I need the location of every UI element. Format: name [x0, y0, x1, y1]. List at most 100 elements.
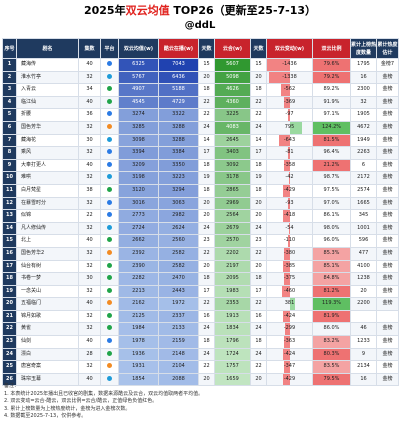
- ratio-value: 91.9%: [323, 98, 340, 105]
- yunhe-value: 5098: [226, 73, 239, 80]
- cell-d2: 15: [250, 58, 267, 72]
- cell-hot: 金榜: [376, 158, 399, 173]
- yunhe-value: 2197: [226, 262, 239, 269]
- cell-rank: 6: [2, 120, 17, 135]
- cell-d2: 24: [250, 221, 267, 236]
- cell-rank: 24: [2, 347, 17, 362]
- diff-bar: [283, 248, 290, 260]
- ratio-value: 83.5%: [323, 363, 340, 370]
- cell-ep: 32: [78, 171, 101, 185]
- yunhe-value: 4626: [226, 86, 239, 93]
- cell-d1: 20: [198, 259, 215, 274]
- cell-plat: [100, 372, 119, 387]
- platform-icon: [107, 300, 112, 306]
- cell-avg: 1854: [118, 372, 159, 387]
- diff-value: -299: [283, 325, 296, 332]
- avg-value: 3285: [132, 123, 145, 130]
- cell-rank: 18: [2, 272, 17, 286]
- col-days2: 天数: [250, 38, 267, 59]
- table-row: 12 在暴雪时分 32 3016 3063 20 2969 20 -93 97.0% 1665 金榜: [2, 196, 399, 211]
- cell-ky: 3288: [158, 133, 199, 148]
- avg-value: 2162: [132, 300, 145, 307]
- kuyun-value: 3350: [172, 161, 185, 168]
- cell-d1: 24: [198, 322, 215, 337]
- platform-icon: [107, 224, 112, 230]
- cell-ky: 2133: [158, 322, 199, 337]
- cell-diff: -418: [266, 209, 313, 223]
- cell-ky: 3288: [158, 120, 199, 135]
- ratio-value: 86.0%: [323, 325, 340, 332]
- cell-name: 在暴雪时分: [16, 196, 79, 211]
- cell-hot: 金榜: [376, 120, 399, 135]
- cell-diff: -460: [266, 284, 313, 299]
- cell-avg: 2392: [118, 246, 159, 261]
- cell-rank: 25: [2, 360, 17, 374]
- cell-yh: 3225: [214, 108, 251, 122]
- cell-avg: 2724: [118, 221, 159, 236]
- kuyun-value: 4729: [172, 98, 185, 105]
- col-episodes: 集数: [78, 38, 101, 59]
- yunhe-value: 2969: [226, 199, 239, 206]
- cell-d1: 22: [198, 360, 215, 374]
- cell-cnt: 6: [350, 158, 377, 173]
- yunhe-value: 2645: [226, 136, 239, 143]
- ratio-value: 97.1%: [323, 111, 340, 118]
- kuyun-value: 2560: [172, 237, 185, 244]
- cell-ratio: 98.7%: [312, 171, 351, 185]
- cell-d1: 22: [198, 246, 215, 261]
- cell-ky: 2337: [158, 309, 199, 324]
- cell-plat: [100, 196, 119, 211]
- platform-icon: [107, 237, 112, 243]
- avg-value: 2724: [132, 224, 145, 231]
- table-row: 7 藏海花 30 3098 3288 14 2645 14 -643 81.5% 1949 金榜: [2, 133, 399, 148]
- cell-rank: 19: [2, 284, 17, 299]
- yunhe-value: 3178: [226, 174, 239, 181]
- ratio-value: 81.5%: [323, 136, 340, 143]
- cell-rank: 21: [2, 309, 17, 324]
- cell-ratio: 96.0%: [312, 234, 351, 248]
- cell-ratio: 89.2%: [312, 83, 351, 97]
- cell-d1: 17: [198, 146, 215, 160]
- cell-d1: 24: [198, 221, 215, 236]
- cell-cnt: 1665: [350, 196, 377, 211]
- diff-bar: [288, 223, 290, 234]
- kuyun-value: 2624: [172, 224, 185, 231]
- diff-value: -429: [283, 375, 296, 382]
- table-row: 5 折腰 36 3274 3322 22 3225 22 -97 97.1% 1905 金榜: [2, 108, 399, 122]
- yunhe-value: 4360: [226, 98, 239, 105]
- cell-name: 珠帘玉幕: [16, 372, 79, 387]
- cell-ep: 30: [78, 133, 101, 148]
- cell-ratio: 85.1%: [312, 259, 351, 274]
- avg-value: 2282: [132, 275, 145, 282]
- cell-d1: 17: [198, 284, 215, 299]
- cell-yh: 2095: [214, 272, 251, 286]
- cell-plat: [100, 183, 119, 198]
- cell-cnt: 4672: [350, 120, 377, 135]
- cell-d2: 17: [250, 146, 267, 160]
- col-rank: 序号: [2, 38, 17, 59]
- cell-ep: 22: [78, 209, 101, 223]
- table-row: 20 五福临门 40 2162 1972 22 2353 22 381 119.3% 2200 金榜: [2, 297, 399, 311]
- cell-ratio: 97.5%: [312, 183, 351, 198]
- cell-yh: 2679: [214, 221, 251, 236]
- cell-name: 藏海花: [16, 133, 79, 148]
- cell-avg: 3016: [118, 196, 159, 211]
- cell-d1: 18: [198, 183, 215, 198]
- cell-rank: 1: [2, 58, 17, 72]
- cell-d1: 18: [198, 335, 215, 349]
- kuyun-value: 2337: [172, 312, 185, 319]
- avg-value: 3394: [132, 149, 145, 156]
- cell-d1: 22: [198, 108, 215, 122]
- kuyun-value: 6436: [172, 73, 185, 80]
- cell-ratio: 96.4%: [312, 146, 351, 160]
- cell-d2: 22: [250, 246, 267, 261]
- platform-icon: [107, 363, 112, 369]
- cell-rank: 20: [2, 297, 17, 311]
- cell-d2: 22: [250, 360, 267, 374]
- cell-cnt: 345: [350, 209, 377, 223]
- cell-plat: [100, 171, 119, 185]
- diff-bar: [282, 311, 290, 322]
- cell-yh: 1834: [214, 322, 251, 337]
- cell-ep: 32: [78, 70, 101, 85]
- cell-hot: 金榜: [376, 133, 399, 148]
